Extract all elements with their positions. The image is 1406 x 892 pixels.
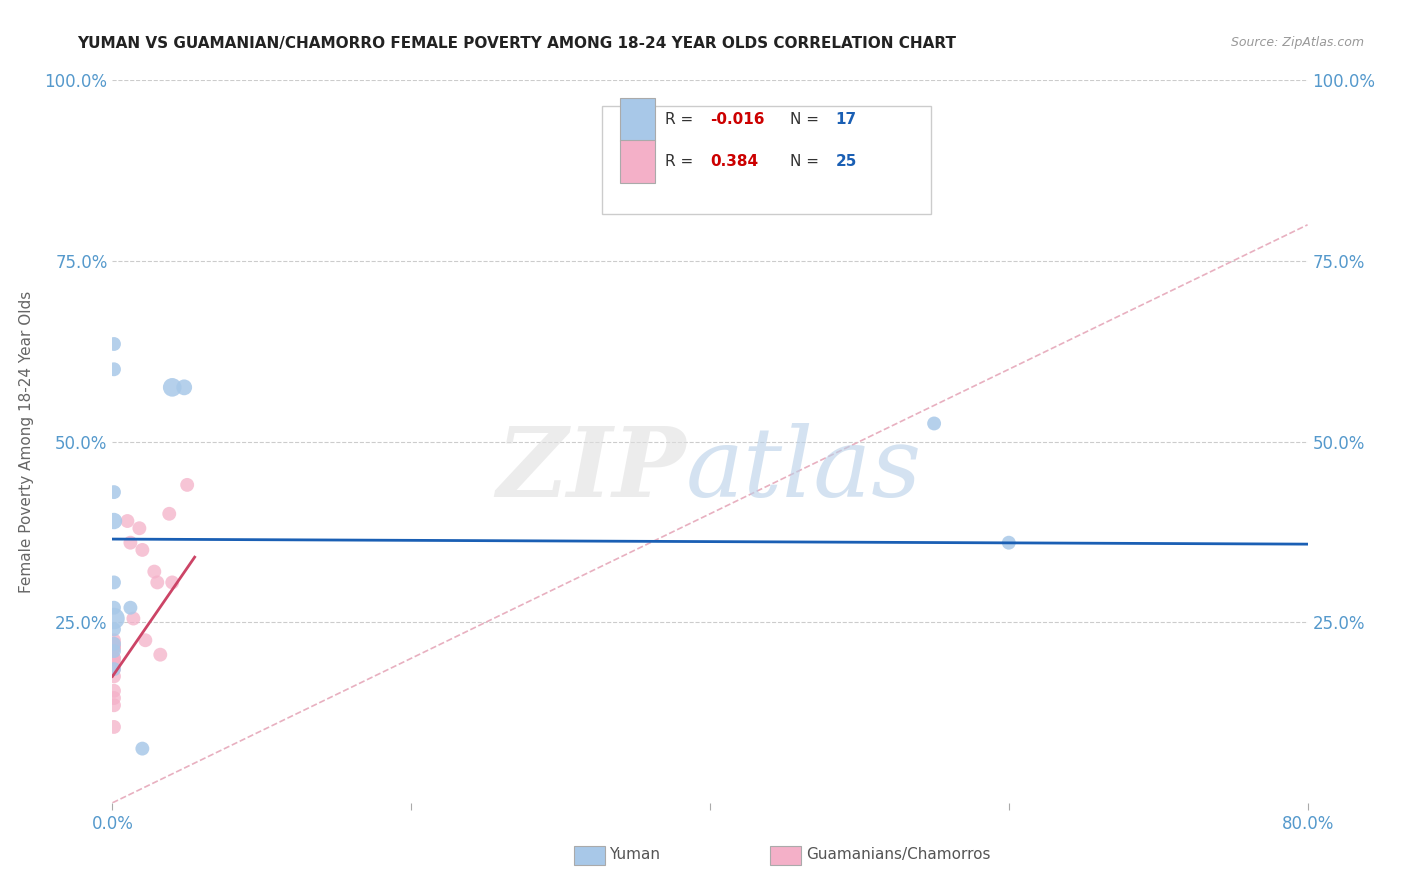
Text: Yuman: Yuman xyxy=(609,847,659,862)
Point xyxy=(103,640,125,655)
Point xyxy=(176,478,198,492)
Point xyxy=(103,623,125,637)
Point xyxy=(103,698,125,713)
Point xyxy=(103,683,125,698)
Point xyxy=(103,669,125,683)
Point xyxy=(120,600,142,615)
Point xyxy=(922,417,945,431)
Point xyxy=(103,485,125,500)
Text: -0.016: -0.016 xyxy=(710,112,765,128)
FancyBboxPatch shape xyxy=(620,98,655,141)
Point xyxy=(131,542,153,557)
Point xyxy=(103,575,125,590)
Text: Guamanians/Chamorros: Guamanians/Chamorros xyxy=(806,847,990,862)
Text: N =: N = xyxy=(790,154,824,169)
Text: N =: N = xyxy=(790,112,824,128)
Point xyxy=(103,600,125,615)
Point xyxy=(103,662,125,676)
Point xyxy=(146,575,169,590)
Point xyxy=(103,637,125,651)
Point xyxy=(103,637,125,651)
Point xyxy=(162,575,183,590)
Point xyxy=(103,651,125,665)
Text: atlas: atlas xyxy=(686,424,922,517)
Point xyxy=(103,691,125,706)
Point xyxy=(103,651,125,665)
Point xyxy=(157,507,180,521)
Point xyxy=(131,741,153,756)
Point xyxy=(103,720,125,734)
Point xyxy=(998,535,1021,549)
Text: Source: ZipAtlas.com: Source: ZipAtlas.com xyxy=(1230,36,1364,49)
Point xyxy=(122,611,145,625)
Point xyxy=(103,644,125,658)
Point xyxy=(173,380,195,394)
Text: R =: R = xyxy=(665,112,697,128)
Point xyxy=(134,633,156,648)
Text: 0.384: 0.384 xyxy=(710,154,758,169)
Point xyxy=(103,337,125,351)
FancyBboxPatch shape xyxy=(603,105,931,214)
Point xyxy=(103,655,125,669)
Point xyxy=(117,514,139,528)
Point xyxy=(103,514,125,528)
Point xyxy=(120,535,142,549)
FancyBboxPatch shape xyxy=(620,140,655,183)
Y-axis label: Female Poverty Among 18-24 Year Olds: Female Poverty Among 18-24 Year Olds xyxy=(18,291,34,592)
Point xyxy=(103,362,125,376)
Text: R =: R = xyxy=(665,154,697,169)
Text: 17: 17 xyxy=(835,112,856,128)
Point xyxy=(103,611,125,625)
Point xyxy=(103,662,125,676)
Point xyxy=(103,640,125,655)
Text: ZIP: ZIP xyxy=(496,424,686,517)
Point xyxy=(143,565,166,579)
Point xyxy=(162,380,183,394)
Point xyxy=(149,648,172,662)
Point xyxy=(128,521,150,535)
Point xyxy=(103,633,125,648)
Text: YUMAN VS GUAMANIAN/CHAMORRO FEMALE POVERTY AMONG 18-24 YEAR OLDS CORRELATION CHA: YUMAN VS GUAMANIAN/CHAMORRO FEMALE POVER… xyxy=(77,36,956,51)
Text: 25: 25 xyxy=(835,154,856,169)
